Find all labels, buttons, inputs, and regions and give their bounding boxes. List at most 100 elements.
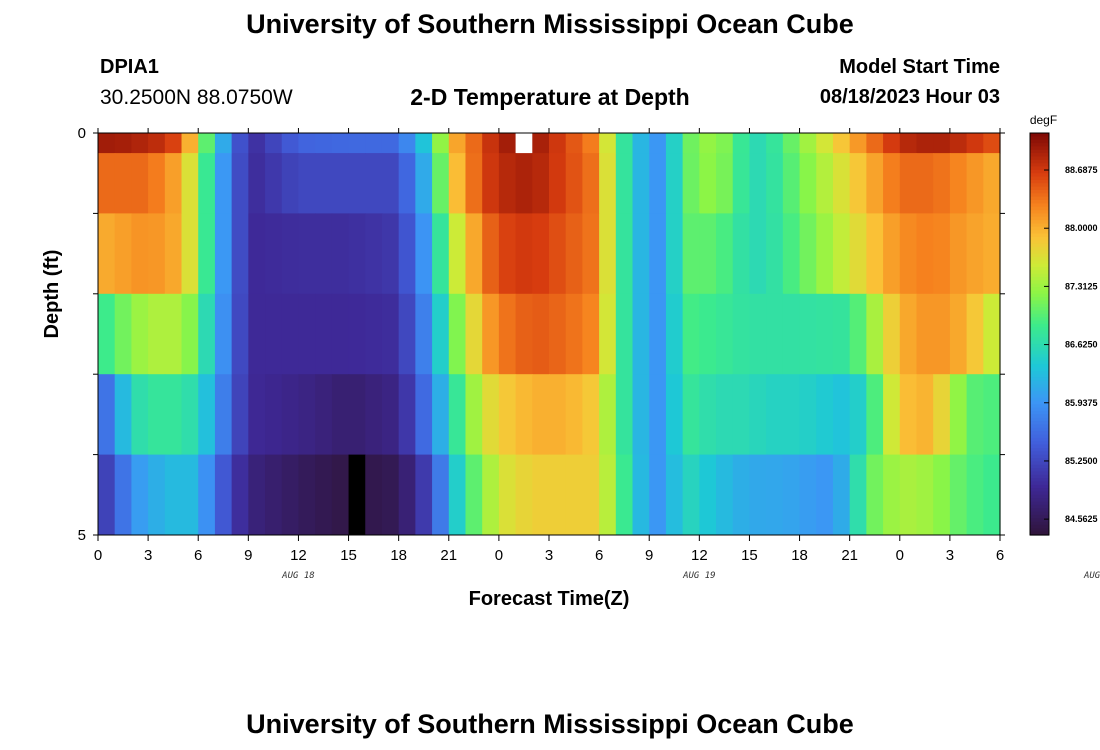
- heatmap-cell: [532, 133, 550, 154]
- colorbar-tick-label: 85.2500: [1065, 456, 1098, 466]
- heatmap-cell: [114, 454, 132, 536]
- heatmap-cell: [248, 293, 266, 375]
- heatmap-cell: [448, 374, 467, 455]
- colorbar-swatch: [1030, 196, 1049, 201]
- heatmap-cell: [482, 293, 500, 375]
- x-tick-label: 6: [595, 547, 603, 564]
- colorbar-swatch: [1030, 233, 1049, 238]
- heatmap-cell: [214, 133, 233, 154]
- heatmap-cell: [448, 213, 467, 295]
- heatmap-cell: [532, 293, 550, 375]
- heatmap-cell: [649, 133, 667, 154]
- x-tick-label: 9: [244, 547, 252, 564]
- heatmap-cell: [498, 133, 517, 154]
- heatmap-cell: [565, 293, 583, 375]
- heatmap-cell: [766, 213, 784, 295]
- heatmap-cell: [331, 153, 350, 214]
- colorbar-tick-label: 88.0000: [1065, 223, 1098, 233]
- heatmap-cell: [465, 454, 483, 536]
- heatmap-cell: [432, 293, 450, 375]
- heatmap-cell: [448, 133, 467, 154]
- heatmap-cell: [899, 213, 918, 295]
- colorbar-tick-label: 84.5625: [1065, 514, 1098, 524]
- heatmap-cell: [665, 293, 684, 375]
- heatmap-cell: [448, 153, 467, 214]
- heatmap-cell: [148, 374, 166, 455]
- heatmap-cell: [816, 454, 834, 536]
- heatmap-cell: [983, 454, 1001, 536]
- heatmap-cell: [164, 133, 183, 154]
- colorbar-swatch: [1030, 303, 1049, 308]
- heatmap-cell: [549, 374, 567, 455]
- heatmap-cell: [866, 213, 884, 295]
- colorbar-swatch: [1030, 354, 1049, 359]
- heatmap-cell: [799, 293, 817, 375]
- heatmap-cell: [665, 133, 684, 154]
- heatmap-cell: [248, 213, 266, 295]
- heatmap-cell: [398, 374, 416, 455]
- heatmap-cell: [832, 213, 851, 295]
- colorbar-swatch: [1030, 183, 1049, 188]
- heatmap-cell: [816, 293, 834, 375]
- heatmap-cell: [248, 374, 266, 455]
- colorbar-swatch: [1030, 300, 1049, 305]
- colorbar-swatch: [1030, 153, 1049, 158]
- colorbar-swatch: [1030, 414, 1049, 419]
- heatmap-cell: [849, 293, 867, 375]
- heatmap-cell: [866, 374, 884, 455]
- heatmap-cell: [148, 133, 166, 154]
- heatmap-cell: [599, 374, 617, 455]
- day-label: AUG 20: [1083, 571, 1100, 581]
- heatmap-cell: [799, 153, 817, 214]
- heatmap-cell: [866, 153, 884, 214]
- colorbar-swatch: [1030, 340, 1049, 345]
- heatmap-cell: [766, 454, 784, 536]
- colorbar-swatch: [1030, 313, 1049, 318]
- heatmap-cell: [398, 133, 416, 154]
- colorbar-swatch: [1030, 280, 1049, 285]
- heatmap-cell: [582, 153, 600, 214]
- heatmap-cell: [549, 293, 567, 375]
- heatmap-cell: [398, 153, 416, 214]
- heatmap-cell: [532, 213, 550, 295]
- colorbar-swatch: [1030, 290, 1049, 295]
- heatmap-cell: [348, 454, 366, 536]
- heatmap-cell: [265, 133, 283, 154]
- colorbar-swatch: [1030, 384, 1049, 389]
- colorbar-swatch: [1030, 270, 1049, 275]
- heatmap-cell: [665, 374, 684, 455]
- heatmap-cell: [365, 153, 383, 214]
- heatmap-cell: [198, 293, 216, 375]
- heatmap-cell: [315, 374, 333, 455]
- x-tick-label: 15: [741, 547, 758, 564]
- colorbar-swatch: [1030, 250, 1049, 255]
- colorbar-swatch: [1030, 203, 1049, 208]
- colorbar-swatch: [1030, 347, 1049, 352]
- heatmap-cell: [933, 293, 951, 375]
- heatmap-cell: [482, 374, 500, 455]
- x-tick-label: 0: [94, 547, 102, 564]
- heatmap-cell: [131, 374, 149, 455]
- heatmap-cell: [565, 374, 583, 455]
- heatmap-cell: [365, 374, 383, 455]
- heatmap-cell: [766, 374, 784, 455]
- colorbar-swatch: [1030, 454, 1049, 459]
- heatmap-cell: [348, 293, 366, 375]
- heatmap-cell: [916, 133, 934, 154]
- colorbar-swatch: [1030, 350, 1049, 355]
- heatmap-cell: [832, 133, 851, 154]
- x-tick-label: 21: [841, 547, 858, 564]
- heatmap-cell: [949, 213, 968, 295]
- heatmap-cell: [198, 153, 216, 214]
- colorbar-tick-label: 88.6875: [1065, 165, 1098, 175]
- heatmap-cell: [582, 454, 600, 536]
- heatmap-cell: [632, 454, 650, 536]
- heatmap-cell: [883, 153, 901, 214]
- colorbar-swatch: [1030, 447, 1049, 452]
- heatmap-cell: [582, 213, 600, 295]
- colorbar-swatch: [1030, 240, 1049, 245]
- x-tick-label: 18: [390, 547, 407, 564]
- heatmap-cell: [649, 293, 667, 375]
- colorbar-swatch: [1030, 387, 1049, 392]
